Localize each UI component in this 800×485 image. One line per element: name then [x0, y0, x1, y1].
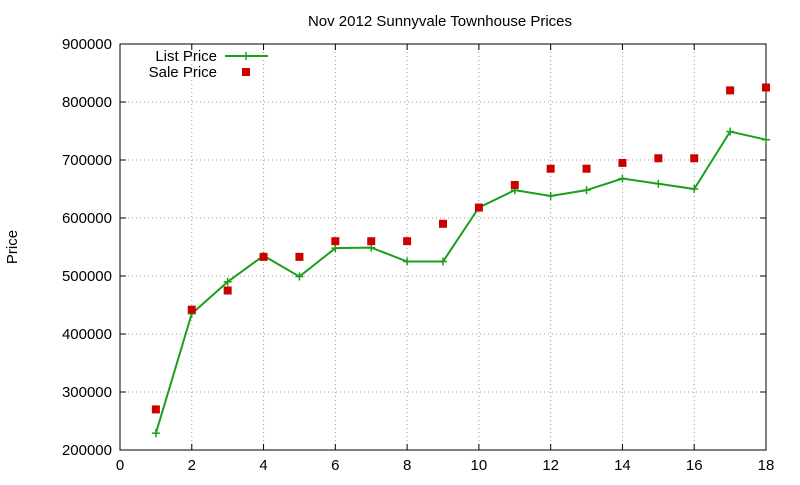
legend-label: List Price	[155, 48, 217, 65]
series-1-point	[546, 191, 555, 200]
series-2-point	[259, 252, 268, 261]
x-tick-label: 14	[614, 457, 631, 474]
grid-lines	[120, 44, 766, 450]
legend-label: Sale Price	[149, 64, 217, 81]
series-1-point	[403, 257, 412, 266]
series-1-point	[331, 244, 340, 253]
y-tick-label: 500000	[62, 268, 112, 285]
tick-labels: 0 2 4 6 8 10 12 14 16 18 200000 300000 400000 500000 6…	[62, 36, 774, 474]
series-2-point	[439, 219, 447, 228]
series-1	[151, 127, 770, 438]
x-tick-label: 10	[471, 457, 488, 474]
series-2-point	[582, 164, 591, 173]
chart-title: Nov 2012 Sunnyvale Townhouse Prices	[308, 13, 572, 30]
y-tick-label: 700000	[62, 152, 112, 169]
x-tick-label: 2	[188, 457, 196, 474]
x-tick-label: 0	[116, 457, 124, 474]
legend-marker	[242, 52, 250, 60]
series-2-point	[403, 237, 412, 246]
series-2-point	[187, 305, 196, 314]
legend-swatch	[225, 52, 268, 60]
x-tick-label: 6	[331, 457, 339, 474]
axes	[119, 43, 767, 451]
y-tick-label: 200000	[62, 442, 112, 459]
x-tick-label: 18	[758, 457, 775, 474]
series-2-point	[367, 237, 376, 246]
legend-entry: Sale Price	[149, 64, 250, 81]
series-1-point	[439, 257, 447, 266]
x-tick-label: 16	[686, 457, 703, 474]
y-axis-label: Price	[4, 230, 21, 264]
y-tick-label: 800000	[62, 94, 112, 111]
y-tick-label: 600000	[62, 210, 112, 227]
legend-entry: List Price	[155, 48, 268, 65]
series-2-point	[151, 405, 160, 414]
series-1-point	[618, 174, 627, 183]
y-tick-label: 900000	[62, 36, 112, 53]
series-2-point	[474, 203, 483, 212]
series-1-point	[295, 272, 304, 281]
series-1-point	[582, 186, 591, 195]
x-tick-label: 4	[259, 457, 267, 474]
y-tick-label: 300000	[62, 384, 112, 401]
series-1-point	[654, 179, 663, 188]
series-2-point	[726, 86, 735, 95]
series-1-point	[726, 127, 735, 136]
series-1-point	[151, 429, 160, 438]
series-2-point	[654, 154, 663, 163]
plot-frame	[119, 43, 767, 451]
series-2-point	[510, 180, 519, 189]
series-1-point	[690, 185, 699, 193]
series-2-point	[618, 158, 627, 167]
series-2-point	[690, 154, 699, 163]
series-2-point	[223, 286, 232, 295]
series-2-point	[762, 83, 770, 92]
series-2-point	[295, 252, 304, 261]
series-2-point	[331, 237, 340, 246]
series-1-line	[154, 130, 767, 434]
series-2	[151, 83, 770, 414]
series-layer	[151, 83, 770, 438]
legend-marker	[242, 68, 250, 76]
series-1-point	[762, 135, 770, 144]
legend-swatch	[242, 68, 250, 76]
series-2-point	[546, 164, 555, 173]
series-1-point	[223, 277, 232, 286]
x-tick-label: 8	[403, 457, 411, 474]
y-tick-label: 400000	[62, 326, 112, 343]
x-tick-label: 12	[542, 457, 559, 474]
